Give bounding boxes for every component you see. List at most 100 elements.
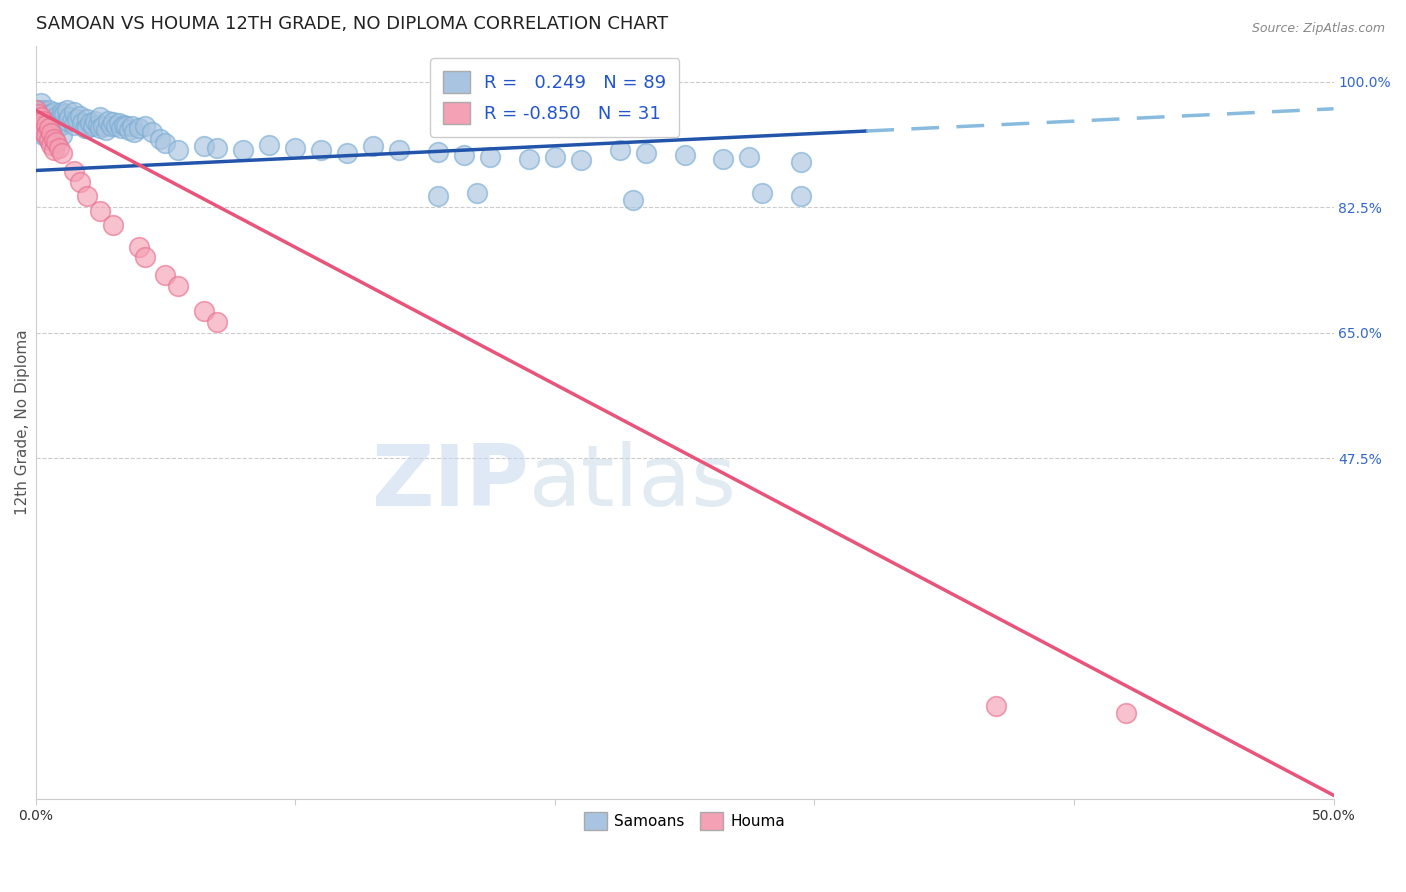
Point [24,103,46,118]
Point [30,96,52,111]
Point [66,112,89,126]
Point [48,112,70,126]
Point [257,137,280,152]
Point [1115,706,1137,720]
Point [634,146,657,161]
Point [134,250,156,264]
Point [38,125,60,139]
Point [621,193,644,207]
Point [87,118,110,132]
Point [609,143,631,157]
Point [38,103,60,118]
Point [55,103,77,118]
Point [284,140,307,154]
Point [738,150,761,164]
Point [193,304,215,318]
Point [76,121,98,136]
Point [122,125,145,139]
Point [32,103,55,118]
Point [79,116,101,130]
Point [24,103,46,118]
Point [45,135,67,149]
Point [673,147,696,161]
Point [128,239,150,253]
Point [134,119,156,133]
Point [97,114,120,128]
Point [38,114,60,128]
Point [82,119,104,133]
Y-axis label: 12th Grade, No Diploma: 12th Grade, No Diploma [15,329,30,515]
Legend: Samoans, Houma: Samoans, Houma [578,805,792,837]
Point [32,118,55,132]
Point [42,104,65,119]
Point [27,114,49,128]
Text: Source: ZipAtlas.com: Source: ZipAtlas.com [1251,22,1385,36]
Point [103,114,125,128]
Point [167,143,190,157]
Point [30,111,52,125]
Point [84,114,107,128]
Point [155,268,177,283]
Point [100,119,122,133]
Point [426,145,449,159]
Point [118,122,141,136]
Point [115,119,138,133]
Point [453,147,475,161]
Point [112,118,135,132]
Point [426,189,449,203]
Point [51,104,73,119]
Point [984,698,1007,713]
Point [207,140,229,154]
Point [42,116,65,130]
Point [193,139,215,153]
Point [544,150,567,164]
Text: SAMOAN VS HOUMA 12TH GRADE, NO DIPLOMA CORRELATION CHART: SAMOAN VS HOUMA 12TH GRADE, NO DIPLOMA C… [35,15,668,33]
Point [155,136,177,150]
Point [38,133,60,147]
Point [128,121,150,136]
Point [39,107,62,121]
Point [39,121,62,136]
Point [27,107,49,121]
Point [149,132,172,146]
Point [60,114,83,128]
Point [790,154,813,169]
Point [569,153,592,168]
Point [751,186,773,200]
Point [94,123,117,137]
Text: ZIP: ZIP [371,441,529,524]
Point [465,186,488,200]
Point [69,109,91,123]
Point [63,164,86,178]
Point [713,152,735,166]
Point [167,279,190,293]
Point [45,121,67,136]
Point [110,121,132,136]
Point [73,121,96,136]
Point [51,128,73,143]
Point [141,125,163,139]
Point [63,118,86,132]
Point [32,128,55,143]
Point [517,152,540,166]
Point [35,107,58,121]
Point [35,128,58,143]
Point [48,119,70,133]
Point [63,104,86,119]
Point [309,143,332,157]
Point [39,137,62,152]
Point [35,118,58,132]
Point [361,139,384,153]
Point [336,146,359,161]
Point [103,218,125,232]
Point [39,126,62,140]
Point [35,121,58,136]
Point [42,132,65,146]
Point [207,315,229,329]
Point [478,150,501,164]
Point [30,111,52,125]
Point [30,119,52,133]
Point [38,121,60,136]
Point [27,116,49,130]
Point [58,111,80,125]
